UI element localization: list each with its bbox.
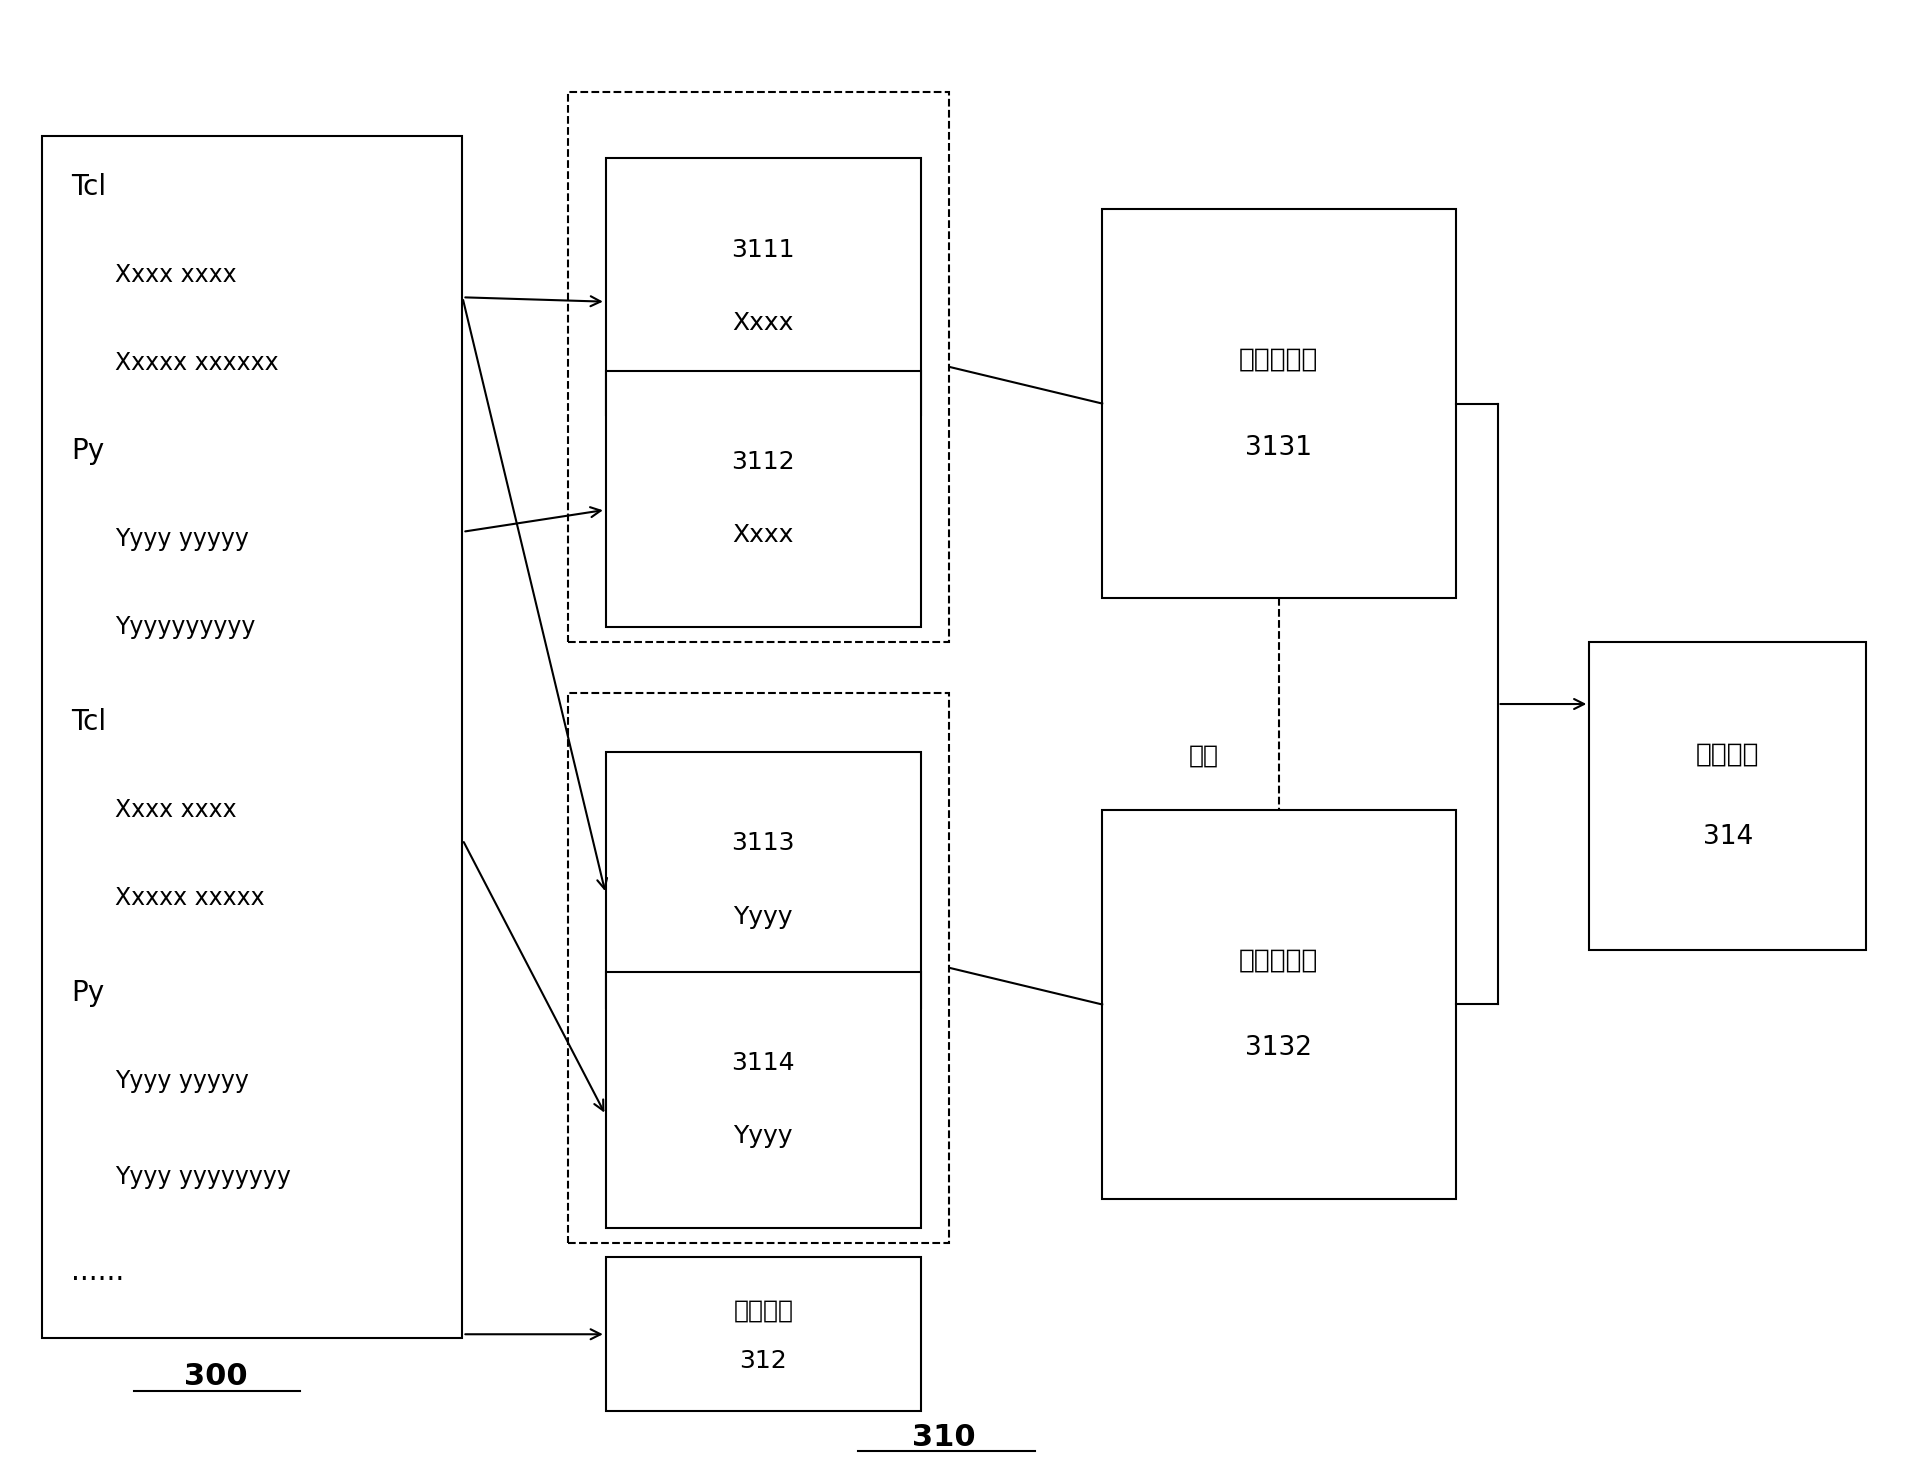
Bar [568, 693, 949, 1243]
Text: 脚本处理器: 脚本处理器 [1239, 948, 1318, 973]
Text: 调用: 调用 [1189, 744, 1218, 768]
Text: ......: ...... [71, 1257, 125, 1285]
Text: Xxxx: Xxxx [733, 311, 794, 335]
Text: Yyyy: Yyyy [733, 905, 792, 929]
Bar [1590, 641, 1866, 949]
Text: 310: 310 [911, 1422, 976, 1452]
Text: 3114: 3114 [731, 1051, 796, 1075]
Text: 3111: 3111 [731, 237, 794, 262]
Bar [606, 1257, 921, 1411]
Text: Yyyy yyyyyyyy: Yyyy yyyyyyyy [115, 1164, 292, 1188]
Text: Xxxx xxxx: Xxxx xxxx [115, 799, 236, 822]
Text: Tcl: Tcl [71, 709, 105, 737]
Bar [1103, 209, 1456, 598]
Text: Xxxxx xxxxx: Xxxxx xxxxx [115, 886, 265, 911]
Text: Py: Py [71, 438, 104, 466]
Text: Yyyy: Yyyy [733, 1125, 792, 1148]
Text: 3132: 3132 [1245, 1035, 1312, 1061]
Text: 314: 314 [1703, 824, 1753, 849]
Text: 300: 300 [184, 1362, 247, 1390]
Text: Xxxx xxxx: Xxxx xxxx [115, 264, 236, 287]
Text: 3131: 3131 [1245, 435, 1312, 460]
Text: 312: 312 [738, 1349, 786, 1372]
Text: 3113: 3113 [731, 831, 794, 855]
Text: Tcl: Tcl [71, 174, 105, 202]
Text: Yyyy yyyyy: Yyyy yyyyy [115, 528, 249, 551]
Text: 执行结果: 执行结果 [1696, 741, 1759, 768]
Bar [568, 91, 949, 641]
Text: Py: Py [71, 980, 104, 1008]
Text: Yyyy yyyyy: Yyyy yyyyy [115, 1070, 249, 1094]
Bar [606, 752, 921, 1008]
Text: 交互信息: 交互信息 [733, 1299, 794, 1322]
Bar [1103, 811, 1456, 1198]
Bar [606, 971, 921, 1228]
Text: 脚本处理器: 脚本处理器 [1239, 346, 1318, 373]
Text: Xxxxx xxxxxx: Xxxxx xxxxxx [115, 351, 278, 376]
Text: Xxxx: Xxxx [733, 523, 794, 547]
Bar [606, 370, 921, 626]
Text: Yyyyyyyyyy: Yyyyyyyyyy [115, 615, 255, 640]
Bar [606, 158, 921, 414]
Bar [42, 136, 462, 1338]
Text: 3112: 3112 [731, 450, 796, 475]
